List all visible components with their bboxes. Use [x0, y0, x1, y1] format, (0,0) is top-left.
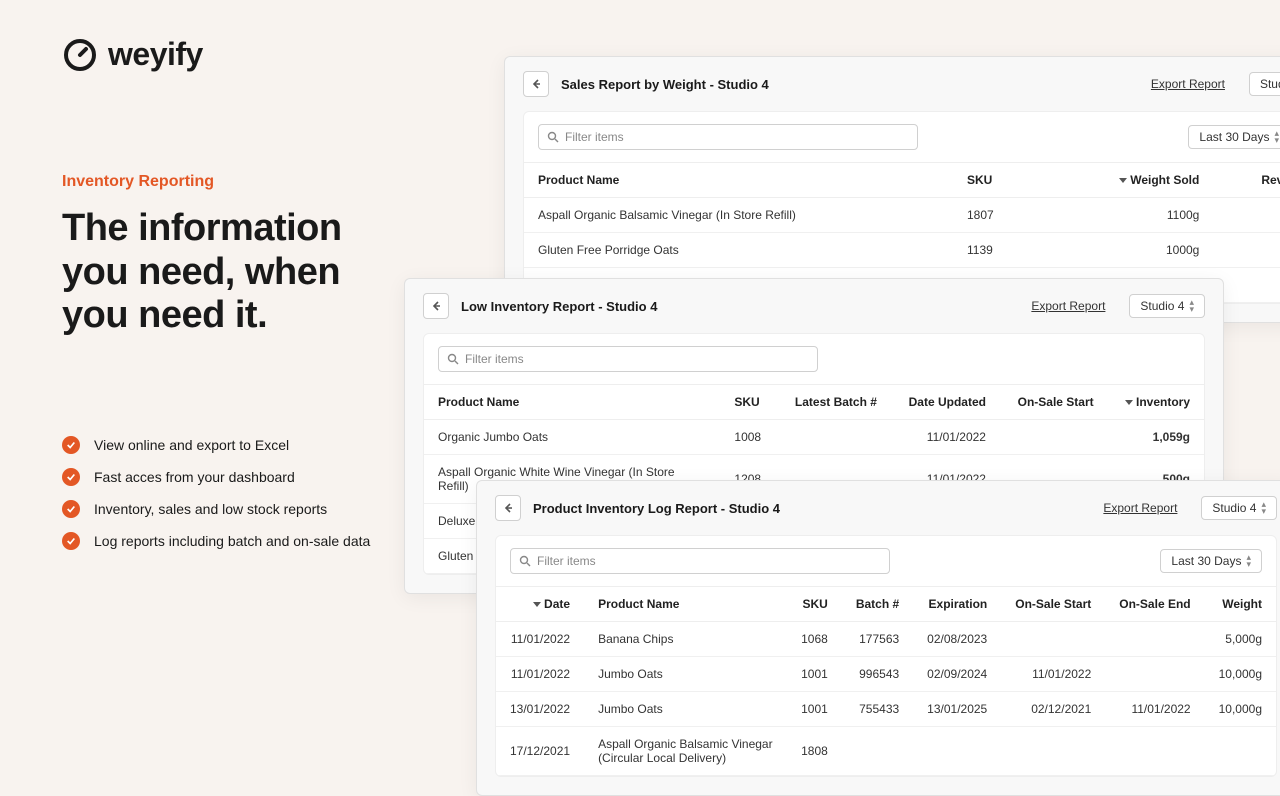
column-header[interactable]: Inventory: [1108, 385, 1204, 420]
feature-list: View online and export to Excel Fast acc…: [62, 436, 442, 564]
list-item: Log reports including batch and on-sale …: [62, 532, 442, 550]
feature-text: Log reports including batch and on-sale …: [94, 533, 370, 549]
column-header[interactable]: Product Name: [524, 163, 953, 198]
feature-text: Fast acces from your dashboard: [94, 469, 295, 485]
list-item: View online and export to Excel: [62, 436, 442, 454]
arrow-left-icon: [530, 78, 542, 90]
date-range-selector[interactable]: Last 30 Days▴▾: [1188, 125, 1280, 149]
table-row: Aspall Organic Balsamic Vinegar (In Stor…: [524, 198, 1280, 233]
search-icon: [547, 131, 559, 143]
column-header[interactable]: Weight Sold: [1040, 163, 1213, 198]
eyebrow-label: Inventory Reporting: [62, 173, 402, 191]
column-header[interactable]: SKU: [953, 163, 1040, 198]
gauge-icon: [62, 37, 98, 73]
sort-desc-icon: [1125, 400, 1133, 405]
column-header[interactable]: Expiration: [913, 587, 1001, 622]
window-title: Low Inventory Report - Studio 4: [461, 299, 1019, 314]
check-icon: [62, 532, 80, 550]
filter-input[interactable]: Filter items: [438, 346, 818, 372]
list-item: Inventory, sales and low stock reports: [62, 500, 442, 518]
chevron-updown-icon: ▴▾: [1261, 501, 1266, 515]
table-row: 11/01/2022Banana Chips106817756302/08/20…: [496, 622, 1276, 657]
chevron-updown-icon: ▴▾: [1246, 554, 1251, 568]
export-report-link[interactable]: Export Report: [1151, 77, 1225, 91]
column-header[interactable]: Product Name: [424, 385, 720, 420]
feature-text: View online and export to Excel: [94, 437, 289, 453]
column-header[interactable]: On-Sale End: [1105, 587, 1204, 622]
arrow-left-icon: [430, 300, 442, 312]
column-header[interactable]: Product Name: [584, 587, 787, 622]
search-icon: [519, 555, 531, 567]
sort-desc-icon: [533, 602, 541, 607]
location-selector[interactable]: Studio 4 ▴▾: [1201, 496, 1277, 520]
column-header[interactable]: On-Sale Start: [1000, 385, 1108, 420]
check-icon: [62, 500, 80, 518]
feature-text: Inventory, sales and low stock reports: [94, 501, 327, 517]
export-report-link[interactable]: Export Report: [1031, 299, 1105, 313]
sort-desc-icon: [1119, 178, 1127, 183]
back-button[interactable]: [523, 71, 549, 97]
arrow-left-icon: [502, 502, 514, 514]
column-header[interactable]: SKU: [720, 385, 777, 420]
column-header[interactable]: Date: [496, 587, 584, 622]
column-header[interactable]: Latest Batch #: [777, 385, 891, 420]
brand-name: weyify: [108, 36, 203, 73]
search-icon: [447, 353, 459, 365]
list-item: Fast acces from your dashboard: [62, 468, 442, 486]
window-title: Product Inventory Log Report - Studio 4: [533, 501, 1091, 516]
brand-logo: weyify: [62, 36, 402, 73]
back-button[interactable]: [423, 293, 449, 319]
table-row: 13/01/2022Jumbo Oats100175543313/01/2025…: [496, 692, 1276, 727]
column-header[interactable]: On-Sale Start: [1001, 587, 1105, 622]
column-header[interactable]: Reve: [1213, 163, 1280, 198]
check-icon: [62, 436, 80, 454]
window-title: Sales Report by Weight - Studio 4: [561, 77, 1139, 92]
location-selector[interactable]: Studio: [1249, 72, 1280, 96]
table-row: Organic Jumbo Oats100811/01/20221,059g: [424, 420, 1204, 455]
table-row: Gluten Free Porridge Oats11391000g: [524, 233, 1280, 268]
chevron-updown-icon: ▴▾: [1189, 299, 1194, 313]
table-row: 11/01/2022Jumbo Oats100199654302/09/2024…: [496, 657, 1276, 692]
check-icon: [62, 468, 80, 486]
column-header[interactable]: Batch #: [842, 587, 913, 622]
filter-input[interactable]: Filter items: [510, 548, 890, 574]
page-title: The information you need, when you need …: [62, 207, 402, 338]
date-range-selector[interactable]: Last 30 Days ▴▾: [1160, 549, 1262, 573]
column-header[interactable]: SKU: [787, 587, 842, 622]
back-button[interactable]: [495, 495, 521, 521]
column-header[interactable]: Weight: [1205, 587, 1276, 622]
column-header[interactable]: Date Updated: [891, 385, 1000, 420]
table-row: 17/12/2021Aspall Organic Balsamic Vinega…: [496, 727, 1276, 776]
location-selector[interactable]: Studio 4 ▴▾: [1129, 294, 1205, 318]
filter-input[interactable]: Filter items: [538, 124, 918, 150]
export-report-link[interactable]: Export Report: [1103, 501, 1177, 515]
chevron-updown-icon: ▴▾: [1274, 130, 1279, 144]
inventory-log-table: Date Product Name SKU Batch # Expiration…: [496, 586, 1276, 776]
inventory-log-window: Product Inventory Log Report - Studio 4 …: [476, 480, 1280, 796]
